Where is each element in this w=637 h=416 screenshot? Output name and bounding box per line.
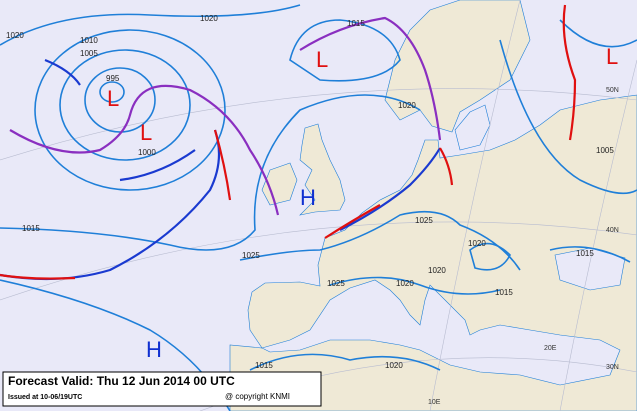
warm-front	[439, 147, 454, 186]
isobar	[469, 242, 511, 271]
isobar	[84, 67, 156, 133]
isobar-label: 1025	[242, 251, 260, 260]
grid-labels: 50N 40N 30N 10E 20E	[428, 87, 619, 406]
isobar-label: 1025	[415, 216, 433, 225]
forecast-title: Forecast Valid: Thu 12 Jun 2014 00 UTC	[8, 374, 235, 388]
isobar-label: 1025	[327, 279, 345, 288]
low-center: L	[606, 44, 618, 69]
pressure-centers: L L L L H H	[107, 44, 618, 362]
isobar	[0, 94, 421, 251]
footer-box	[2, 371, 322, 407]
isobar	[549, 246, 631, 263]
isobar	[59, 49, 191, 161]
isobar-label: 1020	[385, 361, 403, 370]
ireland	[261, 162, 298, 206]
isobar-label: 1015	[576, 249, 594, 258]
isobar	[329, 276, 501, 295]
latitude-label: 30N	[606, 364, 619, 371]
isobars	[0, 4, 637, 412]
isobar-label: 1010	[80, 36, 98, 45]
parallel	[0, 88, 637, 161]
isobar	[289, 19, 401, 82]
footer: Forecast Valid: Thu 12 Jun 2014 00 UTC I…	[2, 371, 322, 407]
great-britain	[299, 123, 346, 216]
high-center: H	[146, 337, 162, 362]
cold-front	[119, 149, 196, 182]
isobar-label: 1020	[398, 101, 416, 110]
isobar	[559, 19, 637, 48]
isobar-label: 1015	[347, 19, 365, 28]
isobar-labels: 1020 1020 1015 1010 1005 995 1000 1015 1…	[6, 14, 614, 370]
high-center: H	[300, 185, 316, 210]
meridian	[559, 59, 637, 412]
longitude-label: 20E	[544, 345, 557, 352]
isobar-label: 1015	[255, 361, 273, 370]
isobar-label: 1015	[495, 288, 513, 297]
warm-front	[562, 4, 577, 141]
isobar	[99, 81, 125, 103]
meridian	[429, 0, 521, 412]
isobar-label: 1005	[596, 146, 614, 155]
isobar-label: 1020	[468, 239, 486, 248]
warm-front	[0, 273, 76, 280]
isobar	[34, 29, 226, 191]
isobar	[0, 4, 301, 46]
low-center: L	[140, 120, 152, 145]
low-center: L	[107, 86, 119, 111]
isobar	[239, 210, 521, 271]
low-center: L	[316, 47, 328, 72]
latitude-label: 40N	[606, 227, 619, 234]
occluded-front	[9, 84, 280, 216]
isobar-label: 1020	[6, 31, 24, 40]
isobar	[499, 39, 637, 195]
parallel	[0, 221, 637, 301]
occluded-front	[299, 16, 442, 141]
copyright: @ copyright KNMI	[225, 392, 290, 401]
cold-front	[339, 147, 441, 231]
warm-front	[213, 129, 232, 201]
issued-text: Issued at 10-06/19UTC	[8, 394, 82, 401]
isobar-label: 995	[106, 74, 120, 83]
isobar	[249, 353, 441, 371]
isobar-label: 1015	[22, 224, 40, 233]
isobar-label: 1020	[428, 266, 446, 275]
isobar-label: 1000	[138, 148, 156, 157]
cold-front	[44, 58, 81, 86]
fronts	[0, 4, 577, 281]
isobar-label: 1020	[396, 279, 414, 288]
longitude-label: 10E	[428, 399, 441, 406]
warm-front	[324, 204, 381, 239]
isobar-label: 1005	[80, 49, 98, 58]
latitude-label: 50N	[606, 87, 619, 94]
scandinavia	[384, 0, 531, 133]
isobar-label: 1020	[200, 14, 218, 23]
